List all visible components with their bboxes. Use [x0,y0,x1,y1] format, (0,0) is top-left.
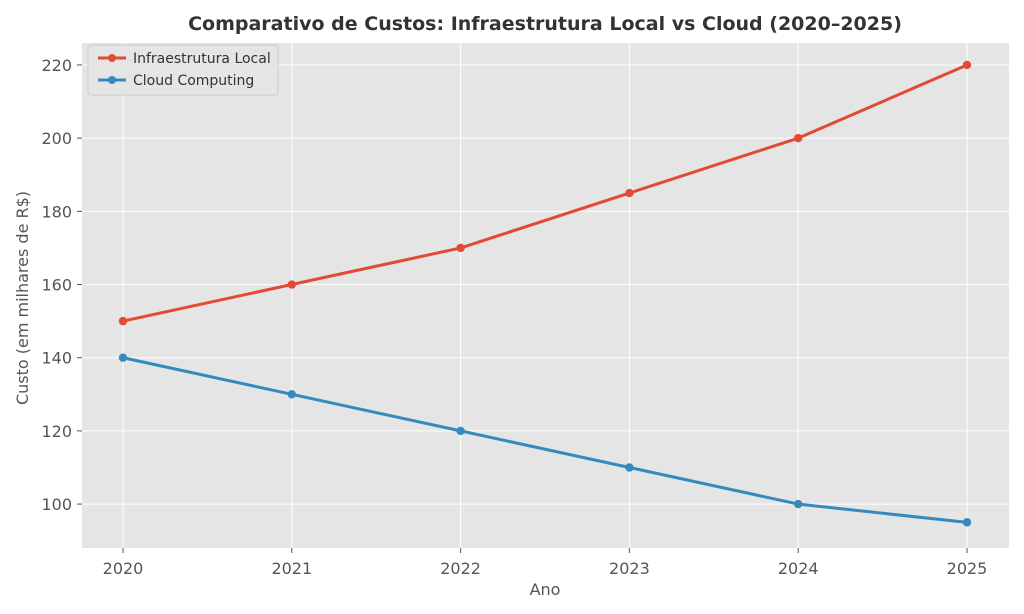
data-point-cloud-computing-2020 [118,353,128,362]
legend-label-cloud-computing: Cloud Computing [133,73,254,89]
data-point-cloud-computing-2025 [962,518,972,527]
x-tick-label-2025: 2025 [947,559,988,578]
legend: Infraestrutura Local Cloud Computing [87,44,279,96]
legend-item-cloud-computing: Cloud Computing [98,73,254,89]
data-point-cloud-computing-2023 [625,463,634,472]
legend-marker-infraestrutura-local [108,54,116,62]
series-cloud-computing [118,353,972,527]
y-tick-label-100: 100 [41,495,72,514]
y-tick-label-200: 200 [41,129,72,148]
plot-area [82,43,1009,548]
legend-box [87,44,279,96]
x-axis-label: Ano [530,580,561,599]
y-tick-label-220: 220 [41,56,72,75]
x-tick-label-2024: 2024 [778,559,819,578]
grid-lines [82,43,1009,548]
legend-item-infraestrutura-local: Infraestrutura Local [98,51,271,67]
data-series [118,60,972,527]
y-tick-label-120: 120 [41,422,72,441]
data-point-cloud-computing-2024 [794,499,803,509]
axis-ticks: 2020 2021 2022 2023 2024 2025 100 120 140 160 180 2… [41,56,987,578]
x-tick-label-2020: 2020 [103,559,144,578]
legend-label-infraestrutura-local: Infraestrutura Local [133,51,271,67]
series-line-cloud-computing [121,356,969,524]
data-point-infraestrutura-local-2021 [287,280,296,289]
y-tick-label-140: 140 [41,349,72,368]
y-axis-label: Custo (em milhares de R$) [13,191,32,405]
data-point-infraestrutura-local-2025 [962,60,972,70]
x-tick-label-2023: 2023 [609,559,650,578]
series-infraestrutura-local [118,60,972,326]
x-tick-label-2022: 2022 [440,559,481,578]
x-tick-label-2021: 2021 [271,559,312,578]
data-point-infraestrutura-local-2023 [625,188,634,198]
data-point-infraestrutura-local-2020 [118,316,128,326]
series-line-infraestrutura-local [121,63,969,323]
data-point-infraestrutura-local-2022 [456,243,465,253]
y-tick-label-180: 180 [41,202,72,221]
legend-marker-cloud-computing [108,76,116,84]
data-point-cloud-computing-2022 [456,426,465,436]
chart-title: Comparativo de Custos: Infraestrutura Lo… [188,13,902,35]
data-point-infraestrutura-local-2024 [794,133,803,143]
y-tick-label-160: 160 [41,276,72,295]
data-point-cloud-computing-2021 [287,390,296,399]
